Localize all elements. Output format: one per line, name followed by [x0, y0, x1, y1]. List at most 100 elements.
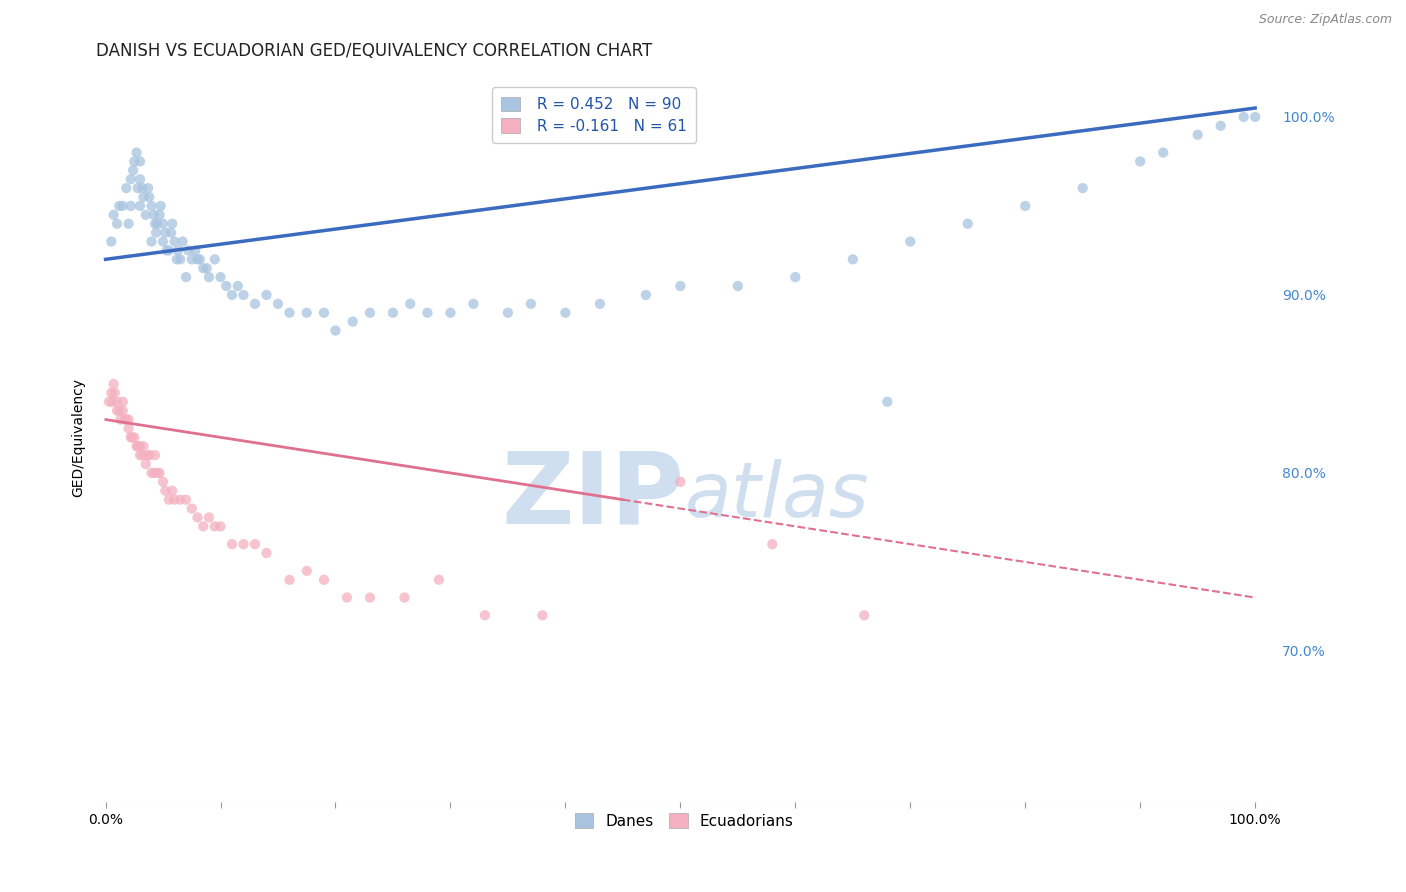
- Point: [256, 546, 278, 560]
- Point: [104, 385, 127, 400]
- Point: [325, 324, 347, 338]
- Point: [198, 270, 221, 285]
- Point: [100, 385, 122, 400]
- Text: Source: ZipAtlas.com: Source: ZipAtlas.com: [1258, 13, 1392, 27]
- Point: [232, 288, 254, 302]
- Point: [193, 261, 215, 276]
- Point: [146, 466, 169, 480]
- Point: [394, 591, 416, 605]
- Point: [120, 172, 142, 186]
- Point: [312, 573, 335, 587]
- Point: [399, 297, 422, 311]
- Point: [105, 394, 128, 409]
- Legend: Danes, Ecuadorians: Danes, Ecuadorians: [569, 807, 800, 835]
- Point: [163, 492, 186, 507]
- Point: [336, 591, 359, 605]
- Point: [111, 403, 134, 417]
- Point: [124, 430, 146, 444]
- Point: [727, 279, 749, 293]
- Point: [439, 306, 461, 320]
- Text: DANISH VS ECUADORIAN GED/EQUIVALENCY CORRELATION CHART: DANISH VS ECUADORIAN GED/EQUIVALENCY COR…: [97, 42, 652, 60]
- Point: [232, 537, 254, 551]
- Point: [141, 235, 163, 249]
- Point: [169, 252, 191, 267]
- Point: [127, 439, 149, 453]
- Point: [138, 190, 160, 204]
- Point: [761, 537, 783, 551]
- Point: [589, 297, 612, 311]
- Point: [204, 519, 226, 533]
- Point: [120, 430, 142, 444]
- Point: [359, 306, 381, 320]
- Point: [278, 306, 301, 320]
- Point: [215, 279, 238, 293]
- Point: [138, 448, 160, 462]
- Point: [312, 306, 335, 320]
- Point: [157, 492, 180, 507]
- Point: [180, 501, 202, 516]
- Point: [152, 475, 174, 489]
- Point: [256, 288, 278, 302]
- Point: [177, 244, 200, 258]
- Point: [496, 306, 519, 320]
- Point: [416, 306, 439, 320]
- Point: [381, 306, 404, 320]
- Point: [117, 217, 139, 231]
- Text: ZIP: ZIP: [502, 447, 685, 544]
- Point: [105, 403, 128, 417]
- Point: [180, 252, 202, 267]
- Point: [125, 439, 148, 453]
- Point: [195, 261, 218, 276]
- Point: [172, 235, 194, 249]
- Point: [1244, 110, 1267, 124]
- Point: [956, 217, 979, 231]
- Point: [243, 297, 266, 311]
- Point: [98, 394, 121, 409]
- Point: [221, 537, 243, 551]
- Point: [163, 235, 186, 249]
- Point: [359, 591, 381, 605]
- Point: [193, 519, 215, 533]
- Point: [267, 297, 290, 311]
- Point: [160, 483, 183, 498]
- Point: [898, 235, 921, 249]
- Point: [174, 492, 197, 507]
- Point: [295, 306, 318, 320]
- Point: [136, 181, 159, 195]
- Point: [125, 145, 148, 160]
- Point: [129, 448, 152, 462]
- Point: [148, 208, 170, 222]
- Point: [117, 412, 139, 426]
- Point: [143, 217, 166, 231]
- Point: [160, 217, 183, 231]
- Point: [105, 217, 128, 231]
- Point: [131, 181, 153, 195]
- Point: [785, 270, 807, 285]
- Point: [129, 154, 152, 169]
- Point: [188, 252, 211, 267]
- Point: [152, 217, 174, 231]
- Point: [115, 181, 138, 195]
- Point: [474, 608, 496, 623]
- Point: [111, 394, 134, 409]
- Point: [209, 519, 232, 533]
- Point: [853, 608, 876, 623]
- Point: [669, 279, 692, 293]
- Point: [143, 448, 166, 462]
- Point: [427, 573, 450, 587]
- Point: [141, 199, 163, 213]
- Point: [876, 394, 898, 409]
- Point: [531, 608, 554, 623]
- Point: [142, 208, 165, 222]
- Point: [108, 403, 131, 417]
- Point: [120, 199, 142, 213]
- Point: [554, 306, 576, 320]
- Point: [174, 270, 197, 285]
- Point: [198, 510, 221, 524]
- Point: [132, 190, 155, 204]
- Point: [135, 457, 157, 471]
- Point: [101, 394, 124, 409]
- Point: [122, 163, 145, 178]
- Point: [131, 448, 153, 462]
- Point: [186, 510, 208, 524]
